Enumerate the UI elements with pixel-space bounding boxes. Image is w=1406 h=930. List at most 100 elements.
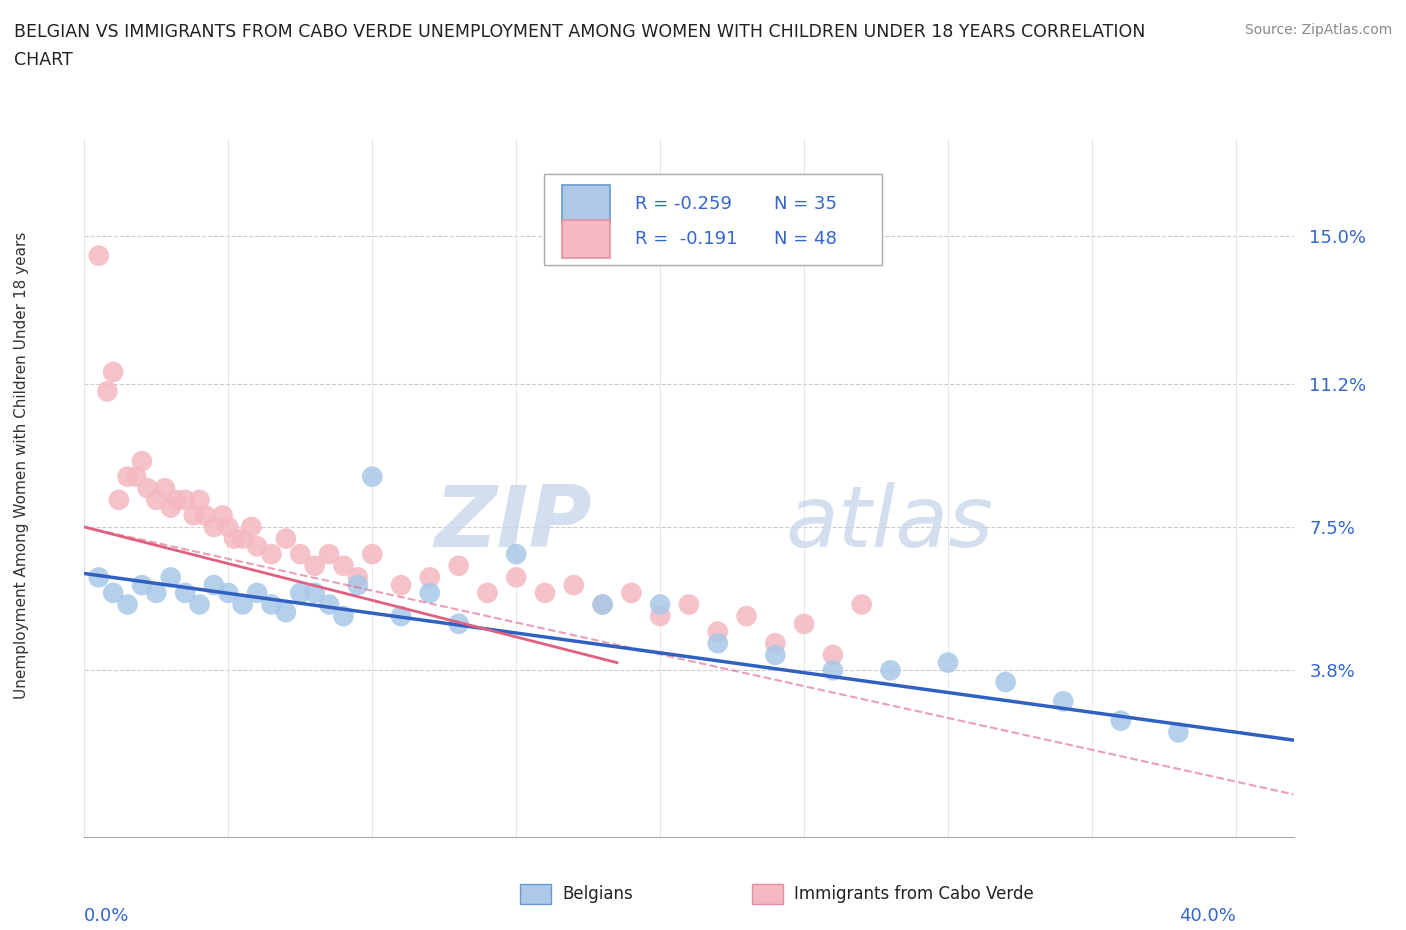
Point: [194, 508, 217, 523]
Point: [763, 647, 786, 662]
Point: [419, 586, 441, 601]
Point: [101, 365, 124, 379]
Point: [678, 597, 700, 612]
Point: [592, 597, 614, 612]
Text: BELGIAN VS IMMIGRANTS FROM CABO VERDE UNEMPLOYMENT AMONG WOMEN WITH CHILDREN UND: BELGIAN VS IMMIGRANTS FROM CABO VERDE UN…: [14, 23, 1146, 41]
Point: [290, 586, 312, 601]
Point: [936, 655, 959, 670]
Point: [347, 578, 370, 592]
Text: Belgians: Belgians: [562, 884, 633, 903]
Point: [174, 493, 197, 508]
Point: [240, 520, 263, 535]
Point: [534, 586, 557, 601]
Point: [1052, 694, 1074, 709]
Point: [260, 547, 283, 562]
Point: [821, 663, 844, 678]
Point: [202, 578, 225, 592]
Text: 0.0%: 0.0%: [84, 907, 129, 924]
Text: R =  -0.191: R = -0.191: [634, 230, 737, 248]
Point: [706, 636, 728, 651]
Point: [290, 547, 312, 562]
Point: [332, 609, 354, 624]
Point: [87, 248, 110, 263]
Point: [706, 624, 728, 639]
Point: [232, 597, 254, 612]
Point: [174, 586, 197, 601]
Point: [211, 508, 233, 523]
Point: [202, 520, 225, 535]
Point: [274, 531, 297, 546]
Point: [188, 493, 211, 508]
Text: N = 35: N = 35: [773, 195, 837, 213]
Point: [188, 597, 211, 612]
Point: [87, 570, 110, 585]
Point: [136, 481, 159, 496]
Point: [505, 570, 527, 585]
FancyBboxPatch shape: [544, 175, 883, 265]
Point: [620, 586, 643, 601]
Point: [505, 547, 527, 562]
Point: [145, 493, 167, 508]
Text: N = 48: N = 48: [773, 230, 837, 248]
Point: [332, 558, 354, 573]
Text: Source: ZipAtlas.com: Source: ZipAtlas.com: [1244, 23, 1392, 37]
FancyBboxPatch shape: [562, 185, 610, 223]
Point: [1167, 725, 1189, 740]
Text: 40.0%: 40.0%: [1180, 907, 1236, 924]
Point: [735, 609, 758, 624]
Point: [389, 578, 412, 592]
Point: [183, 508, 205, 523]
Point: [592, 597, 614, 612]
Text: R = -0.259: R = -0.259: [634, 195, 731, 213]
Point: [650, 597, 672, 612]
Point: [477, 586, 499, 601]
FancyBboxPatch shape: [562, 219, 610, 259]
Text: Immigrants from Cabo Verde: Immigrants from Cabo Verde: [794, 884, 1035, 903]
Point: [274, 604, 297, 619]
Point: [217, 586, 239, 601]
Point: [117, 597, 139, 612]
Point: [125, 470, 148, 485]
Point: [117, 470, 139, 485]
Point: [232, 531, 254, 546]
Point: [793, 617, 815, 631]
Point: [96, 384, 118, 399]
Point: [851, 597, 873, 612]
Point: [650, 609, 672, 624]
Text: Unemployment Among Women with Children Under 18 years: Unemployment Among Women with Children U…: [14, 232, 28, 698]
Point: [447, 617, 470, 631]
Point: [821, 647, 844, 662]
Point: [419, 570, 441, 585]
Point: [159, 570, 181, 585]
Point: [361, 547, 384, 562]
Point: [562, 578, 585, 592]
Point: [447, 558, 470, 573]
Point: [304, 586, 326, 601]
Point: [166, 493, 188, 508]
Point: [217, 520, 239, 535]
Point: [763, 636, 786, 651]
Point: [260, 597, 283, 612]
Point: [131, 578, 153, 592]
Point: [145, 586, 167, 601]
Point: [318, 547, 340, 562]
Text: CHART: CHART: [14, 51, 73, 69]
Text: ZIP: ZIP: [434, 482, 592, 565]
Point: [304, 558, 326, 573]
Point: [101, 586, 124, 601]
Point: [108, 493, 131, 508]
Point: [879, 663, 901, 678]
Point: [347, 570, 370, 585]
Point: [246, 586, 269, 601]
Text: atlas: atlas: [786, 482, 994, 565]
Point: [1109, 713, 1132, 728]
Point: [131, 454, 153, 469]
Point: [389, 609, 412, 624]
Point: [318, 597, 340, 612]
Point: [994, 674, 1017, 689]
Point: [222, 531, 245, 546]
Point: [159, 500, 181, 515]
Point: [361, 470, 384, 485]
Point: [246, 539, 269, 554]
Point: [153, 481, 176, 496]
